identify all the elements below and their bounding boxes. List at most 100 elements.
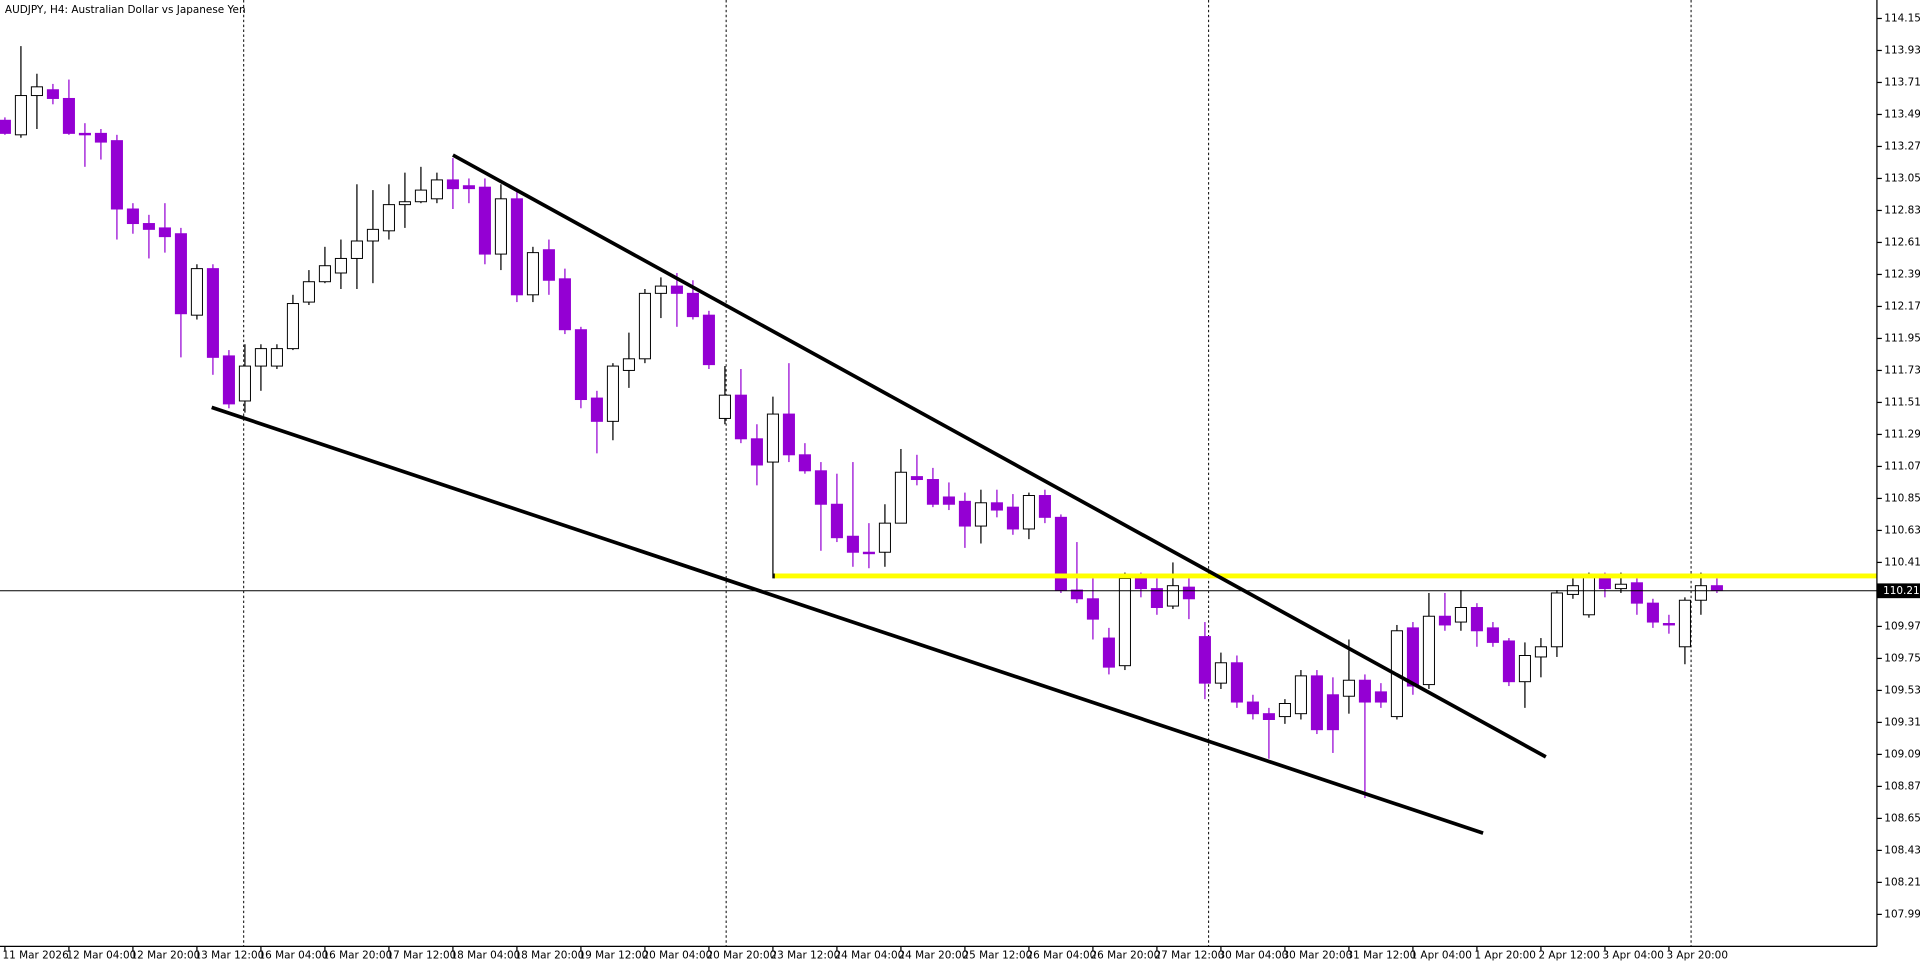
x-tick-label: 17 Mar 12:00 <box>386 950 456 962</box>
x-tick-label: 30 Mar 04:00 <box>1218 950 1288 962</box>
y-tick-label: 112.830 <box>1884 204 1920 216</box>
candle-body <box>30 86 43 97</box>
candle-body <box>478 186 491 255</box>
candle-body <box>1550 592 1563 648</box>
candle-body <box>1086 598 1099 620</box>
y-tick-label: 112.170 <box>1884 300 1920 312</box>
candle-body <box>1134 577 1147 590</box>
candle-body <box>1422 615 1435 686</box>
candle-body <box>174 233 187 315</box>
x-tick-label: 20 Mar 04:00 <box>642 950 712 962</box>
candle-body <box>590 397 603 422</box>
y-tick-label: 111.290 <box>1884 428 1920 440</box>
y-tick-label: 108.870 <box>1884 780 1920 792</box>
candle-body <box>734 394 747 440</box>
candle-body <box>958 500 971 527</box>
candle-body <box>1630 582 1643 604</box>
current-price-box <box>1876 583 1920 599</box>
y-tick-label: 111.070 <box>1884 460 1920 472</box>
y-tick-label: 107.990 <box>1884 908 1920 920</box>
candle-body <box>1502 640 1515 683</box>
candle-body <box>1646 602 1659 623</box>
candle-body <box>990 502 1003 511</box>
candle-body <box>846 535 859 553</box>
candle-body <box>830 503 843 539</box>
candle-body <box>142 223 155 230</box>
candle-body <box>1070 589 1083 600</box>
candle-body <box>1662 623 1675 626</box>
candle-body <box>222 355 235 405</box>
y-tick-label: 113.710 <box>1884 76 1920 88</box>
candle-body <box>510 198 523 296</box>
candle-body <box>334 257 347 274</box>
candle-body <box>462 185 475 190</box>
candle-body <box>1118 577 1131 667</box>
candle-body <box>1710 585 1723 591</box>
candle-body <box>78 132 91 136</box>
candle-body <box>446 179 459 190</box>
candle-body <box>702 314 715 366</box>
y-tick-label: 109.750 <box>1884 652 1920 664</box>
candle-body <box>1278 703 1291 718</box>
period-separators <box>243 0 1692 947</box>
x-tick-label: 19 Mar 12:00 <box>578 950 648 962</box>
candle-body <box>1262 713 1275 720</box>
candle-body <box>1614 583 1627 590</box>
candle-body <box>1438 615 1451 626</box>
candle-body <box>414 189 427 203</box>
candle-body <box>1582 575 1595 616</box>
candle-body <box>286 303 299 350</box>
candle-body <box>1534 646 1547 658</box>
lower-trendline <box>211 405 1484 835</box>
candle-body <box>974 502 987 527</box>
x-tick-label: 23 Mar 12:00 <box>770 950 840 962</box>
candle-body <box>1150 588 1163 609</box>
candle-body <box>766 413 779 463</box>
candle-body <box>318 265 331 283</box>
x-tick-label: 25 Mar 12:00 <box>962 950 1032 962</box>
candle-body <box>1486 627 1499 643</box>
y-tick-label: 112.610 <box>1884 236 1920 248</box>
y-tick-label: 111.730 <box>1884 364 1920 376</box>
candle-body <box>1198 636 1211 684</box>
candle-body <box>894 471 907 524</box>
x-tick-label: 26 Mar 04:00 <box>1026 950 1096 962</box>
candle-body <box>1326 694 1339 731</box>
y-tick-label: 113.050 <box>1884 172 1920 184</box>
candle-body <box>782 413 795 456</box>
candle-body <box>270 348 283 367</box>
y-tick-label: 110.410 <box>1884 556 1920 568</box>
candle-body <box>382 204 395 232</box>
x-tick-label: 24 Mar 04:00 <box>834 950 904 962</box>
x-tick-label: 16 Mar 20:00 <box>322 950 392 962</box>
x-tick-label: 12 Mar 04:00 <box>66 950 136 962</box>
current-price-label: 110.215 <box>1883 585 1920 597</box>
candle-body <box>1022 495 1035 530</box>
candle-body <box>670 285 683 294</box>
y-tick-label: 112.390 <box>1884 268 1920 280</box>
candle-body <box>878 522 891 553</box>
candle-body <box>622 358 635 371</box>
y-tick-label: 109.530 <box>1884 684 1920 696</box>
candles <box>0 46 1723 799</box>
candle-body <box>1374 691 1387 703</box>
candle-body <box>910 476 923 481</box>
candle-body <box>46 89 59 99</box>
candle-body <box>1358 679 1371 703</box>
candle-body <box>1246 701 1259 715</box>
candle-body <box>1678 599 1691 648</box>
x-tick-label: 31 Mar 12:00 <box>1346 950 1416 962</box>
candle-body <box>798 454 811 472</box>
y-tick-label: 109.310 <box>1884 716 1920 728</box>
candle-body <box>62 97 75 134</box>
candle-body <box>686 292 699 318</box>
candle-body <box>814 470 827 505</box>
candle-body <box>1102 637 1115 668</box>
candle-body <box>574 329 587 401</box>
candle-body <box>1694 585 1707 601</box>
candle-body <box>254 348 267 367</box>
candle-body <box>398 201 411 206</box>
x-tick-label: 12 Mar 20:00 <box>130 950 200 962</box>
